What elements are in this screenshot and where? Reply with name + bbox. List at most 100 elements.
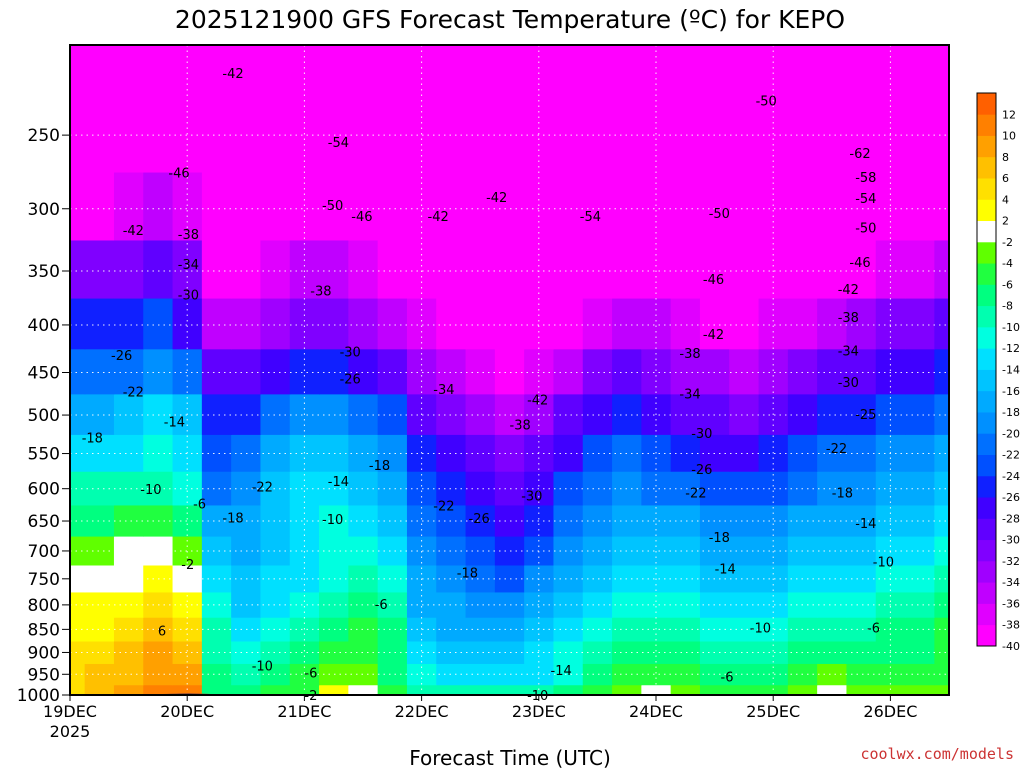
temperature-cell [553, 45, 584, 91]
contour-label: -42 [428, 210, 449, 225]
contour-label: -22 [252, 480, 273, 495]
contour-label: -22 [685, 486, 706, 501]
temperature-cell [582, 663, 613, 686]
temperature-cell [494, 348, 525, 395]
temperature-cell [553, 640, 584, 664]
temperature-cell [84, 564, 115, 593]
temperature-cell [465, 535, 496, 566]
colorbar-swatch [977, 93, 996, 115]
temperature-field [70, 45, 950, 696]
temperature-cell [524, 640, 555, 664]
contour-label: -42 [838, 283, 859, 298]
colorbar-frame [976, 92, 997, 647]
temperature-cell [934, 684, 950, 696]
contour-label: -6 [375, 598, 388, 613]
temperature-cell [670, 239, 701, 299]
temperature-cell [319, 393, 349, 435]
temperature-cell [758, 348, 789, 395]
temperature-cell [84, 471, 115, 506]
temperature-cell [641, 471, 672, 506]
colorbar-label: -40 [1002, 640, 1020, 653]
temperature-cell [348, 239, 379, 299]
temperature-cell [172, 297, 203, 350]
temperature-cell [201, 684, 232, 696]
contour-label: -42 [222, 67, 243, 82]
temperature-cell [729, 617, 760, 642]
temperature-cell [875, 90, 906, 173]
temperature-cell [934, 348, 950, 395]
temperature-cell [113, 90, 144, 173]
temperature-cell [289, 640, 320, 664]
temperature-cell [260, 434, 291, 472]
temperature-cell [641, 684, 672, 696]
temperature-cell [231, 348, 262, 395]
colorbar-swatch [977, 497, 996, 519]
temperature-cell [905, 504, 935, 537]
temperature-cell [905, 297, 935, 350]
y-tick-label: 750 [28, 570, 60, 590]
temperature-cell [231, 171, 262, 241]
temperature-cell [729, 663, 760, 686]
temperature-cell [70, 171, 86, 241]
temperature-cell [787, 684, 818, 696]
temperature-cell [143, 434, 174, 472]
temperature-cell [553, 535, 584, 566]
temperature-cell [113, 297, 144, 350]
temperature-cell [319, 171, 349, 241]
temperature-cell [201, 348, 232, 395]
colorbar-swatch [977, 454, 996, 477]
temperature-cell [553, 239, 584, 299]
contour-label: -50 [756, 94, 777, 109]
temperature-cell [729, 348, 760, 395]
temperature-cell [406, 663, 437, 686]
temperature-cell [612, 45, 642, 91]
temperature-cell [905, 171, 935, 241]
colorbar-swatch [977, 199, 996, 222]
temperature-cell [143, 239, 174, 299]
temperature-cell [729, 640, 760, 664]
temperature-cell [553, 617, 584, 642]
temperature-cell [70, 564, 86, 593]
temperature-cell [348, 45, 379, 91]
temperature-cell [817, 171, 848, 241]
contour-label: -38 [838, 311, 859, 326]
temperature-cell [846, 663, 877, 686]
temperature-cell [436, 239, 467, 299]
temperature-cell [905, 239, 935, 299]
contour-label: -22 [123, 386, 144, 401]
contour-label: 6 [158, 625, 166, 640]
temperature-cell [231, 393, 262, 435]
temperature-cell [787, 171, 818, 241]
temperature-cell [113, 617, 144, 642]
temperature-cell [348, 640, 379, 664]
x-tick-label: 19DEC [43, 702, 97, 721]
contour-label: -6 [193, 498, 206, 513]
temperature-cell [699, 393, 730, 435]
contour-label: -18 [222, 512, 243, 527]
temperature-cell [553, 684, 584, 696]
temperature-cell [729, 684, 760, 696]
colorbar-label: -30 [1002, 534, 1020, 547]
temperature-cell [377, 239, 408, 299]
temperature-cell [172, 640, 203, 664]
temperature-cell [612, 239, 642, 299]
temperature-cell [319, 297, 349, 350]
temperature-cell [612, 684, 642, 696]
temperature-cell [201, 535, 232, 566]
temperature-cell [289, 663, 320, 686]
temperature-cell [143, 45, 174, 91]
temperature-cell [348, 171, 379, 241]
temperature-cell [641, 504, 672, 537]
temperature-cell [787, 297, 818, 350]
temperature-cell [377, 45, 408, 91]
temperature-cell [934, 171, 950, 241]
colorbar-swatch [977, 412, 996, 434]
temperature-cell [641, 90, 672, 173]
temperature-cell [787, 434, 818, 472]
temperature-cell [260, 171, 291, 241]
temperature-cell [377, 434, 408, 472]
temperature-cell [231, 434, 262, 472]
temperature-cell [377, 663, 408, 686]
contour-label: -26 [691, 463, 712, 478]
temperature-cell [582, 434, 613, 472]
